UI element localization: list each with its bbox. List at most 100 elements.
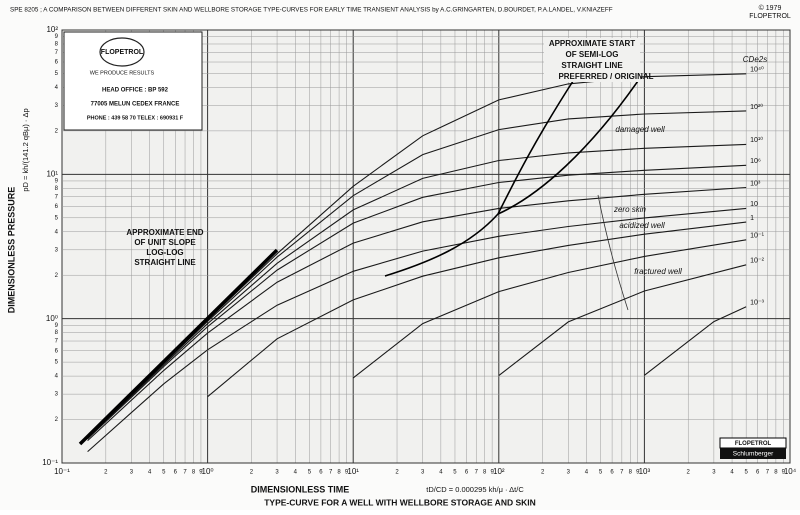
copyright: © 1979	[759, 4, 782, 12]
type-curve	[87, 186, 747, 442]
badge: FLOPETROL Schlumberger	[719, 437, 787, 459]
copyright: FLOPETROL	[749, 13, 791, 20]
y-axis-title: DIMENSIONLESS PRESSURE	[6, 187, 16, 314]
x-tick-label: 9	[636, 470, 640, 476]
y-tick-label: 2	[55, 417, 59, 423]
type-curve	[207, 221, 747, 398]
annotation: STRAIGHT LINE	[134, 258, 196, 267]
x-tick-label: 9	[782, 470, 786, 476]
annotation: PREFERRED / ORIGINAL	[558, 72, 653, 81]
logo-line: HEAD OFFICE : BP 592	[102, 88, 169, 94]
x-tick-label: 4	[730, 470, 734, 476]
x-tick-label: 4	[148, 470, 152, 476]
y-tick-label: 2	[55, 273, 59, 279]
y-tick-label: 8	[55, 42, 59, 48]
type-curve	[352, 239, 747, 379]
y-tick-label: 5	[55, 71, 59, 77]
logo-globe	[99, 37, 145, 67]
x-tick-label: 7	[766, 470, 770, 476]
annotation: damaged well	[615, 125, 665, 134]
x-tick-label: 6	[319, 470, 323, 476]
x-tick-label: 5	[453, 470, 457, 476]
x-tick-label: 3	[712, 470, 716, 476]
curve-label: 10	[750, 201, 758, 208]
curve-label: 10¹⁰	[750, 136, 763, 144]
x-tick-label: 3	[421, 470, 425, 476]
logo-slogan: WE PRODUCE RESULTS	[90, 70, 155, 76]
badge-text: FLOPETROL	[735, 441, 772, 447]
y-axis-formula: pD = kh/(141.2 qBμ) · Δp	[21, 108, 30, 191]
y-tick-label: 7	[55, 50, 59, 56]
x-tick-label: 2	[250, 470, 254, 476]
type-curve	[498, 264, 747, 377]
x-tick-label: 8	[483, 470, 487, 476]
x-tick-label: 8	[774, 470, 778, 476]
logo-box: FLOPETROL WE PRODUCE RESULTS HEAD OFFICE…	[63, 31, 203, 131]
logo-line: 77005 MELUN CEDEX FRANCE	[91, 102, 180, 108]
y-tick-label: 4	[55, 374, 59, 380]
y-tick-label: 7	[55, 339, 59, 345]
x-tick-label: 8	[629, 470, 633, 476]
curves: 10⁴⁰ 10²⁰ 10¹⁰ 10⁶ 10³ 10 1 10⁻¹ 10⁻² 10⁻³	[87, 66, 765, 453]
x-tick-label: 4	[439, 470, 443, 476]
semi-log-start-original	[497, 77, 641, 215]
x-tick-label: 5	[744, 470, 748, 476]
annotation: acidized well	[619, 221, 665, 230]
y-tick-label: 10¹	[46, 169, 58, 178]
x-tick-label: 8	[192, 470, 196, 476]
logo-name: FLOPETROL	[101, 49, 144, 56]
x-tick-label: 6	[610, 470, 614, 476]
chart-title: SPE 8205 ; A COMPARISON BETWEEN DIFFEREN…	[10, 7, 613, 14]
curve-label: 10²⁰	[750, 103, 763, 111]
y-tick-label: 6	[55, 348, 59, 354]
x-tick-label: 2	[541, 470, 545, 476]
x-tick-label: 2	[104, 470, 108, 476]
y-tick-label: 2	[55, 128, 59, 134]
annotation: zero skin	[613, 205, 647, 214]
subtitle: TYPE-CURVE FOR A WELL WITH WELLBORE STOR…	[264, 497, 536, 507]
x-tick-label: 6	[465, 470, 469, 476]
skin-divider	[597, 194, 629, 311]
y-tick-label: 3	[55, 392, 59, 398]
badge-bottom	[720, 448, 786, 459]
annotation: fractured well	[634, 267, 682, 276]
curve-label: 1	[750, 215, 754, 222]
y-tick-label: 3	[55, 247, 59, 253]
curve-label: 10⁻²	[750, 258, 764, 265]
y-tick-label: 3	[55, 103, 59, 109]
x-tick-label: 10⁻¹	[54, 467, 70, 476]
curve-label: 10⁴⁰	[750, 66, 764, 74]
y-tick-label: 9	[55, 34, 59, 40]
x-tick-label: 10⁴	[784, 467, 797, 476]
annotation: APPROXIMATE START	[549, 39, 635, 48]
x-tick-label: 4	[585, 470, 589, 476]
unit-slope-line	[78, 248, 279, 446]
y-tick-label: 4	[55, 85, 59, 91]
logo-frame	[63, 31, 203, 131]
x-axis-title: DIMENSIONLESS TIME	[251, 484, 350, 494]
type-curve	[644, 306, 747, 376]
y-tick-label: 5	[55, 215, 59, 221]
curve-label: 10⁻¹	[750, 233, 764, 240]
x-tick-label: 10²	[493, 467, 505, 476]
y-tick-label: 9	[55, 179, 59, 185]
y-tick-label: 8	[55, 330, 59, 336]
x-tick-label: 5	[599, 470, 603, 476]
curve-label: 10⁶	[750, 158, 761, 165]
y-tick-label: 6	[55, 60, 59, 66]
x-tick-label: 3	[275, 470, 279, 476]
type-curve	[87, 164, 747, 440]
annotation: OF UNIT SLOPE	[134, 238, 196, 247]
annotation: OF SEMI-LOG	[566, 50, 619, 59]
y-tick-label: 10⁰	[46, 314, 58, 323]
x-tick-label: 9	[345, 470, 349, 476]
x-tick-label: 9	[199, 470, 203, 476]
x-tick-label: 3	[130, 470, 134, 476]
x-tick-label: 6	[174, 470, 178, 476]
x-tick-label: 6	[756, 470, 760, 476]
x-axis-formula: tD/CD = 0.000295 kh/μ · Δt/C	[426, 485, 524, 494]
type-curve	[87, 207, 747, 453]
badge-text: Schlumberger	[733, 451, 774, 458]
curve-label: 10³	[750, 180, 761, 187]
